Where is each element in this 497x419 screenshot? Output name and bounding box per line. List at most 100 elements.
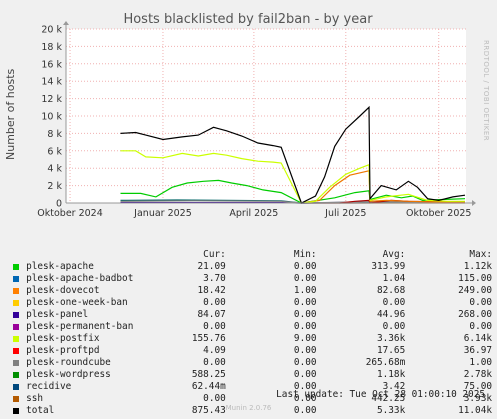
header-min: Min:: [293, 249, 317, 260]
legend-min: 0.00: [293, 273, 317, 284]
legend-max: 11.04k: [458, 405, 492, 416]
legend-max: 36.97: [463, 345, 492, 356]
header-cur: Cur:: [203, 249, 226, 260]
legend-row: plesk-wordpress 588.25 0.00 1.18k 2.78k: [12, 369, 492, 381]
legend-avg: 313.99: [371, 261, 406, 272]
legend-min: 0.00: [293, 297, 317, 308]
legend-row: plesk-apache 21.09 0.00 313.99 1.12k: [12, 261, 492, 273]
legend-min: 0.00: [293, 357, 317, 368]
legend-cur: 0.00: [203, 297, 226, 308]
chart-title: Hosts blacklisted by fail2ban - by year: [123, 12, 373, 27]
y-tick-label: 16 k: [41, 59, 62, 70]
legend-name: plesk-panel: [26, 309, 89, 320]
legend-name: plesk-roundcube: [26, 357, 111, 368]
legend-name: plesk-postfix: [26, 333, 100, 344]
legend-cur: 84.07: [197, 309, 226, 320]
legend-row: plesk-postfix 155.76 9.00 3.36k 6.14k: [12, 333, 492, 345]
legend-min: 0.00: [293, 369, 317, 380]
legend-max: 6.14k: [463, 333, 492, 344]
legend-swatch: [13, 263, 19, 270]
legend-min: 0.00: [293, 321, 317, 332]
legend-cur: 588.25: [191, 369, 226, 380]
legend-swatch: [13, 347, 19, 354]
y-axis-arrow: [63, 21, 69, 25]
header-avg: Avg:: [382, 249, 406, 260]
legend-row: ssh 0.00 0.00 442.25 3.93k: [12, 393, 492, 405]
legend-name: plesk-one-week-ban: [26, 297, 128, 308]
legend-cur: 21.09: [197, 261, 226, 272]
legend-cur: 62.44m: [191, 381, 226, 392]
legend-cur: 155.76: [191, 333, 226, 344]
legend-swatch: [13, 407, 19, 414]
legend-min: 0.00: [293, 381, 317, 392]
y-tick-label: 10 k: [41, 112, 62, 123]
side-label: RRDTOOL / TOBI OETIKER: [482, 40, 490, 141]
legend-min: 0.00: [293, 261, 317, 272]
legend-swatch: [13, 311, 19, 318]
legend-cur: 0.00: [203, 321, 226, 332]
legend-header: Cur: Min: Avg: Max:: [12, 249, 492, 261]
x-tick-label: April 2025: [229, 208, 278, 219]
legend-swatch: [13, 275, 19, 282]
legend-avg: 1.18k: [377, 369, 406, 380]
legend-avg: 0.00: [382, 297, 406, 308]
chart: Hosts blacklisted by fail2ban - by year …: [4, 12, 490, 219]
legend-swatch: [13, 299, 19, 306]
legend-name: plesk-apache: [26, 261, 94, 272]
legend-max: 115.00: [458, 273, 492, 284]
x-tick-label: Oktober 2024: [37, 208, 103, 219]
y-tick-label: 2 k: [47, 181, 62, 192]
footer-version: Munin 2.0.76: [225, 404, 272, 412]
legend-row: plesk-roundcube 0.00 0.00 265.68m 1.00: [12, 357, 492, 369]
legend-max: 268.00: [458, 309, 492, 320]
legend-min: 0.00: [293, 345, 317, 356]
legend-name: ssh: [26, 393, 44, 404]
header-max: Max:: [469, 249, 492, 260]
legend-max: 3.93k: [463, 393, 492, 404]
legend-cur: 3.70: [203, 273, 226, 284]
legend-swatch: [13, 383, 19, 390]
legend-avg: 265.68m: [365, 357, 406, 368]
legend-swatch: [13, 335, 19, 342]
legend-name: plesk-dovecot: [26, 285, 100, 296]
x-tick-label: Januar 2025: [133, 208, 192, 219]
y-tick-label: 12 k: [41, 94, 62, 105]
legend-cur: 875.43: [191, 405, 226, 416]
legend-swatch: [13, 323, 19, 330]
legend-avg: 5.33k: [377, 405, 406, 416]
legend-min: 0.00: [293, 405, 317, 416]
legend-max: 0.00: [469, 321, 492, 332]
legend-name: plesk-permanent-ban: [26, 321, 134, 332]
legend-avg: 3.36k: [377, 333, 406, 344]
x-axis-arrow: [472, 200, 476, 206]
legend-min: 1.00: [293, 285, 317, 296]
legend-avg: 0.00: [382, 321, 406, 332]
y-tick-label: 14 k: [41, 77, 62, 88]
x-tick-label: Oktober 2025: [406, 208, 472, 219]
y-tick-label: 4 k: [47, 164, 62, 175]
legend-avg: 17.65: [377, 345, 406, 356]
y-tick-label: 8 k: [47, 129, 62, 140]
legend-max: 1.12k: [463, 261, 492, 272]
legend-avg: 3.42: [382, 381, 406, 392]
legend-max: 75.00: [463, 381, 492, 392]
y-tick-label: 20 k: [41, 25, 62, 36]
legend-swatch: [13, 359, 19, 366]
legend-avg: 1.04: [382, 273, 406, 284]
legend-swatch: [13, 371, 19, 378]
legend-row: plesk-apache-badbot 3.70 0.00 1.04 115.00: [12, 273, 492, 285]
legend-cur: 0.00: [203, 393, 226, 404]
series-line-plesk-postfix: [120, 150, 465, 204]
legend-max: 1.00: [469, 357, 492, 368]
legend-avg: 442.25: [371, 393, 406, 404]
legend-max: 0.00: [469, 297, 492, 308]
legend-avg: 44.96: [377, 309, 406, 320]
legend-name: plesk-apache-badbot: [26, 273, 134, 284]
y-tick-label: 0: [56, 199, 62, 210]
legend-max: 2.78k: [463, 369, 492, 380]
legend-cur: 4.09: [203, 345, 226, 356]
x-tick-label: Juli 2025: [324, 208, 366, 219]
legend-max: 249.00: [458, 285, 492, 296]
last-update: Last update: Tue Oct 28 01:00:10 2025: [276, 389, 485, 400]
legend-name: recidive: [26, 381, 72, 392]
